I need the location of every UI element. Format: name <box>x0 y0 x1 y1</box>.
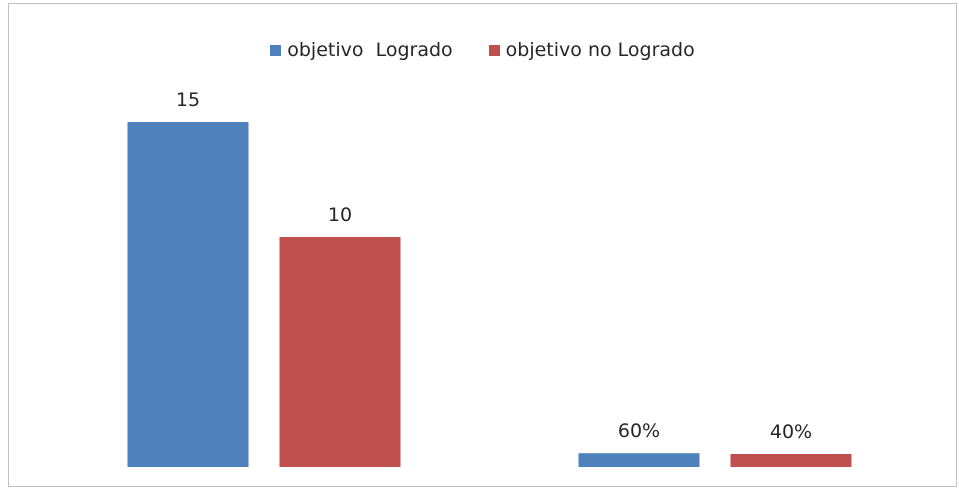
legend-label-logrado: objetivo Logrado <box>287 39 453 61</box>
data-label-series1-group2: 60% <box>618 420 660 442</box>
bar-series2-group1 <box>279 237 401 467</box>
legend-item-no-logrado: objetivo no Logrado <box>488 39 695 61</box>
data-label-series2-group2: 40% <box>770 421 812 443</box>
legend-item-logrado: objetivo Logrado <box>270 39 453 61</box>
legend-swatch-logrado <box>270 44 282 56</box>
bar-series2-group2 <box>730 454 852 467</box>
chart-frame: objetivo Logrado objetivo no Logrado 15 1… <box>8 3 957 487</box>
chart-legend: objetivo Logrado objetivo no Logrado <box>9 36 956 64</box>
bar-series1-group1 <box>127 122 249 467</box>
bar-series1-group2 <box>578 453 700 467</box>
data-label-series2-group1: 10 <box>328 204 352 226</box>
legend-swatch-no-logrado <box>488 44 500 56</box>
data-label-series1-group1: 15 <box>176 89 200 111</box>
chart-plot-area: 15 10 60% 40% <box>127 89 852 467</box>
legend-label-no-logrado: objetivo no Logrado <box>505 39 695 61</box>
